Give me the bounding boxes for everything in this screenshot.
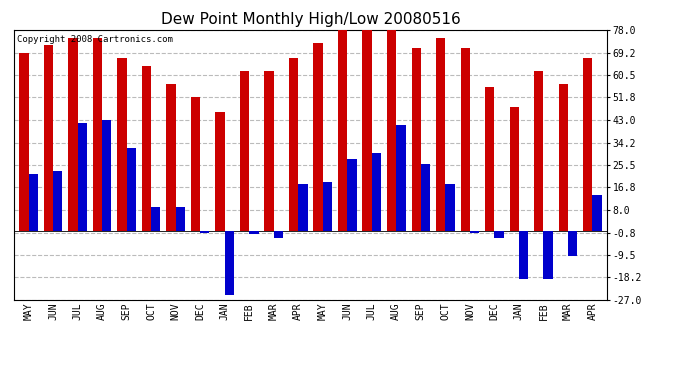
Bar: [68, 38, 77, 231]
Bar: [411, 48, 421, 231]
Bar: [43, 45, 53, 231]
Bar: [593, 195, 602, 231]
Bar: [510, 107, 519, 231]
Bar: [191, 97, 200, 231]
Bar: [151, 207, 161, 231]
Bar: [166, 84, 176, 231]
Bar: [274, 231, 283, 238]
Bar: [396, 125, 406, 231]
Bar: [298, 184, 308, 231]
Bar: [240, 71, 249, 231]
Bar: [372, 153, 381, 231]
Bar: [264, 71, 274, 231]
Bar: [92, 38, 102, 231]
Bar: [421, 164, 430, 231]
Bar: [445, 184, 455, 231]
Bar: [485, 87, 495, 231]
Bar: [559, 84, 568, 231]
Bar: [313, 43, 323, 231]
Bar: [387, 25, 396, 231]
Bar: [568, 231, 578, 256]
Bar: [289, 58, 298, 231]
Bar: [436, 38, 445, 231]
Bar: [495, 231, 504, 238]
Bar: [534, 71, 544, 231]
Bar: [28, 174, 38, 231]
Bar: [117, 58, 126, 231]
Bar: [126, 148, 136, 231]
Bar: [544, 231, 553, 279]
Bar: [323, 182, 332, 231]
Bar: [142, 66, 151, 231]
Bar: [200, 231, 210, 233]
Bar: [53, 171, 62, 231]
Bar: [460, 48, 470, 231]
Bar: [362, 30, 372, 231]
Bar: [176, 207, 185, 231]
Bar: [77, 123, 87, 231]
Bar: [215, 112, 225, 231]
Bar: [583, 58, 593, 231]
Bar: [249, 231, 259, 234]
Bar: [470, 231, 479, 233]
Bar: [519, 231, 529, 279]
Bar: [347, 159, 357, 231]
Bar: [225, 231, 234, 295]
Bar: [102, 120, 111, 231]
Title: Dew Point Monthly High/Low 20080516: Dew Point Monthly High/Low 20080516: [161, 12, 460, 27]
Text: Copyright 2008 Cartronics.com: Copyright 2008 Cartronics.com: [17, 35, 172, 44]
Bar: [338, 25, 347, 231]
Bar: [19, 53, 28, 231]
